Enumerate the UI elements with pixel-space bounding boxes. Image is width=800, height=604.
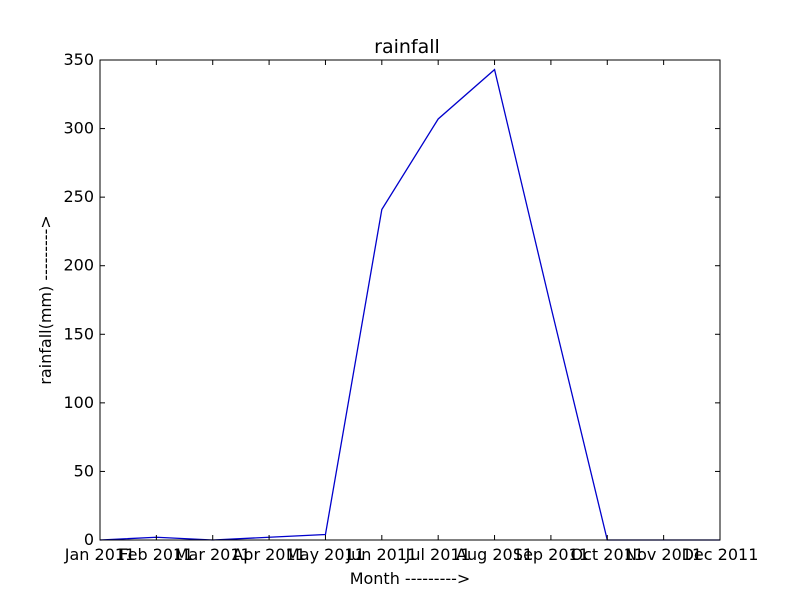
plot-area [99, 59, 721, 541]
x-tick-label: Oct 2011 [571, 545, 644, 564]
y-tick-label: 100 [63, 393, 94, 412]
x-tick-label: Dec 2011 [682, 545, 759, 564]
y-tick-label: 350 [63, 50, 94, 69]
x-tick-label: Feb 2011 [119, 545, 193, 564]
x-tick-label: Mar 2011 [175, 545, 251, 564]
x-tick-label: Aug 2011 [456, 545, 533, 564]
y-tick-label: 200 [63, 256, 94, 275]
y-tick-label: 300 [63, 119, 94, 138]
x-tick-label: Sep 2011 [513, 545, 589, 564]
plot-frame [99, 59, 721, 541]
y-tick-label: 150 [63, 324, 94, 343]
x-tick-label: May 2011 [286, 545, 365, 564]
x-tick-label: Jan 2011 [64, 545, 135, 564]
x-tick-label: Apr 2011 [232, 545, 305, 564]
x-tick-label: Jun 2011 [345, 545, 417, 564]
y-tick-label: 250 [63, 187, 94, 206]
series-line-0 [99, 68, 720, 541]
y-tick-label: 50 [74, 461, 94, 480]
x-tick-label: Jul 2011 [405, 545, 471, 564]
x-tick-label: Nov 2011 [625, 545, 702, 564]
y-tick-label: 0 [84, 530, 94, 549]
x-axis-label: Month ---------> [350, 569, 471, 588]
y-axis-label: rainfall(mm) ---------> [36, 215, 55, 384]
chart-title: rainfall [374, 36, 440, 58]
